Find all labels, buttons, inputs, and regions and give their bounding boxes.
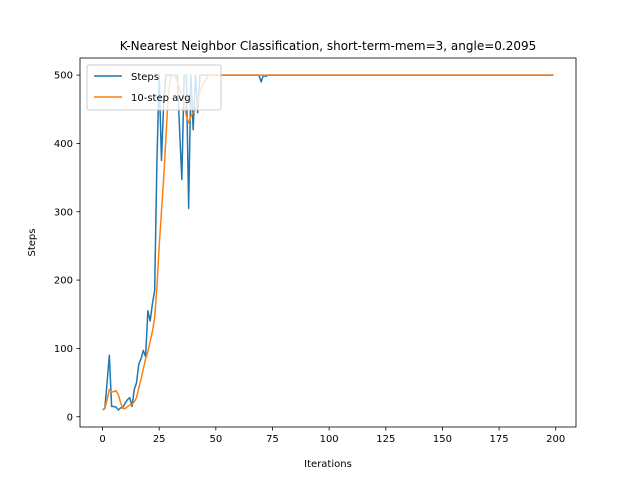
x-tick-label: 0 xyxy=(99,434,105,445)
y-axis-label: Steps xyxy=(27,229,38,257)
x-tick-label: 75 xyxy=(266,434,279,445)
y-tick-label: 100 xyxy=(54,344,73,355)
x-tick-label: 100 xyxy=(320,434,339,445)
chart-title: K-Nearest Neighbor Classification, short… xyxy=(120,39,537,53)
x-axis-ticks: 0 25 50 75 100 125 150 175 200 xyxy=(99,427,565,445)
y-axis-ticks: 0 100 200 300 400 500 xyxy=(54,71,80,423)
plot-frame xyxy=(79,57,577,428)
x-tick-label: 175 xyxy=(490,434,509,445)
y-tick-label: 200 xyxy=(54,276,73,287)
y-tick-label: 0 xyxy=(67,412,73,423)
y-tick-label: 500 xyxy=(54,71,73,82)
x-tick-label: 125 xyxy=(376,434,395,445)
x-tick-label: 150 xyxy=(433,434,452,445)
x-tick-label: 50 xyxy=(209,434,222,445)
legend-label-steps: Steps xyxy=(131,72,159,83)
legend: Steps 10-step avg xyxy=(86,64,222,111)
plot-area xyxy=(80,58,576,427)
x-axis-label: Iterations xyxy=(304,459,352,470)
legend-label-avg: 10-step avg xyxy=(131,93,191,104)
y-tick-label: 400 xyxy=(54,139,73,150)
x-tick-label: 200 xyxy=(546,434,565,445)
y-tick-label: 300 xyxy=(54,207,73,218)
x-tick-label: 25 xyxy=(153,434,166,445)
